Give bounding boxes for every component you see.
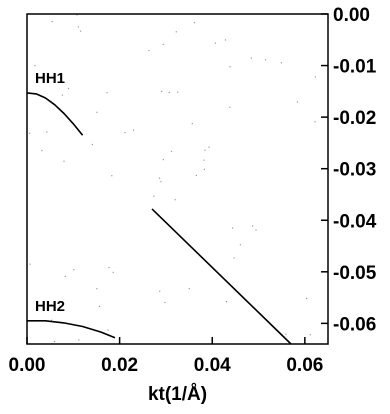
speckle-dot [73, 269, 75, 271]
speckle-dot [188, 288, 190, 290]
speckle-dot [63, 160, 65, 162]
speckle-dot [250, 57, 252, 59]
speckle-dot [29, 132, 31, 134]
speckle-dot [51, 20, 53, 23]
series-line-hh1 [26, 92, 84, 136]
speckle-dot [46, 131, 48, 133]
speckle-dot [159, 290, 161, 292]
speckle-dot [34, 65, 36, 67]
speckle-dot [78, 339, 80, 341]
y-tick-label: -0.06 [333, 314, 376, 335]
speckle-dot [252, 225, 254, 227]
series-line-hh2 [27, 319, 116, 339]
speckle-dot [80, 30, 82, 32]
speckle-dot [229, 106, 231, 108]
speckle-dot [314, 76, 316, 78]
speckle-dot [208, 146, 210, 148]
speckle-dot [170, 150, 173, 152]
speckle-dot [204, 149, 206, 151]
speckle-dot [96, 111, 98, 113]
speckle-dot [191, 123, 193, 125]
series-line-2 [151, 208, 292, 345]
speckle-dot [158, 177, 161, 179]
speckle-dot [111, 175, 113, 177]
speckle-dot [265, 59, 267, 61]
speckle-dot [132, 129, 135, 131]
x-tick-label: 0.04 [194, 355, 231, 376]
speckle-dot [162, 43, 164, 45]
y-tick-label: 0.00 [333, 5, 370, 26]
speckle-dot [91, 143, 93, 146]
x-tick-label: 0.06 [286, 355, 323, 376]
speckle-dot [64, 275, 66, 277]
speckle-dot [29, 263, 31, 265]
y-tick-label: -0.02 [333, 108, 376, 129]
speckle-dot [162, 159, 164, 161]
speckle-dot [67, 87, 70, 90]
speckle-dot [107, 329, 109, 331]
speckle-dot [124, 132, 126, 134]
speckle-dot [296, 101, 298, 103]
speckle-dot [161, 90, 163, 92]
speckle-dot [239, 244, 241, 246]
speckle-dot [108, 267, 110, 269]
speckle-dot [195, 174, 197, 176]
speckle-dot [175, 31, 177, 33]
speckle-dot [112, 271, 114, 273]
speckle-dot [53, 340, 56, 343]
series-label: HH1 [35, 70, 65, 87]
speckle-dot [77, 26, 79, 28]
series-label: HH2 [35, 298, 65, 315]
speckle-dot [309, 334, 311, 336]
speckle-dot [314, 121, 316, 123]
speckle-dot [214, 42, 216, 44]
speckle-dot [233, 257, 235, 259]
speckle-dot [61, 94, 63, 96]
x-axis-title: kt(1/Å) [148, 384, 207, 405]
scan-speckle-noise [29, 14, 316, 343]
speckle-dot [153, 195, 155, 197]
speckle-dot [174, 199, 176, 201]
speckle-dot [229, 66, 231, 68]
speckle-dot [203, 168, 205, 170]
speckle-dot [203, 159, 205, 161]
y-tick-label: -0.03 [333, 160, 376, 181]
speckle-dot [285, 333, 287, 335]
y-tick-label: -0.04 [333, 211, 377, 232]
speckle-dot [168, 91, 170, 94]
speckle-dot [164, 301, 166, 304]
speckle-dot [255, 229, 257, 231]
plot-frame [26, 13, 329, 345]
speckle-dot [51, 319, 53, 321]
speckle-dot [160, 181, 162, 183]
y-tick-label: -0.05 [333, 263, 377, 284]
speckle-dot [106, 92, 108, 94]
x-axis-ticks: 0.00 0.02 0.04 0.06 [9, 337, 323, 376]
x-tick-label: 0.00 [9, 355, 46, 376]
speckle-dot [50, 304, 52, 306]
speckle-dot [193, 22, 196, 24]
speckle-dot [98, 305, 100, 307]
y-axis-ticks: 0.00 -0.01 -0.02 -0.03 -0.04 -0.05 -0.06 [321, 5, 377, 335]
speckle-dot [306, 297, 308, 300]
speckle-dot [280, 62, 282, 64]
y-tick-label: -0.01 [333, 57, 377, 78]
speckle-dot [225, 301, 227, 303]
speckle-dot [177, 91, 179, 93]
speckle-dot [224, 39, 227, 41]
speckle-dot [96, 288, 98, 290]
speckle-dot [76, 14, 78, 16]
curves: HH1 HH2 [26, 70, 292, 345]
speckle-dot [148, 50, 150, 52]
x-tick-label: 0.02 [101, 355, 138, 376]
speckle-dot [232, 227, 234, 229]
speckle-dot [41, 150, 43, 152]
